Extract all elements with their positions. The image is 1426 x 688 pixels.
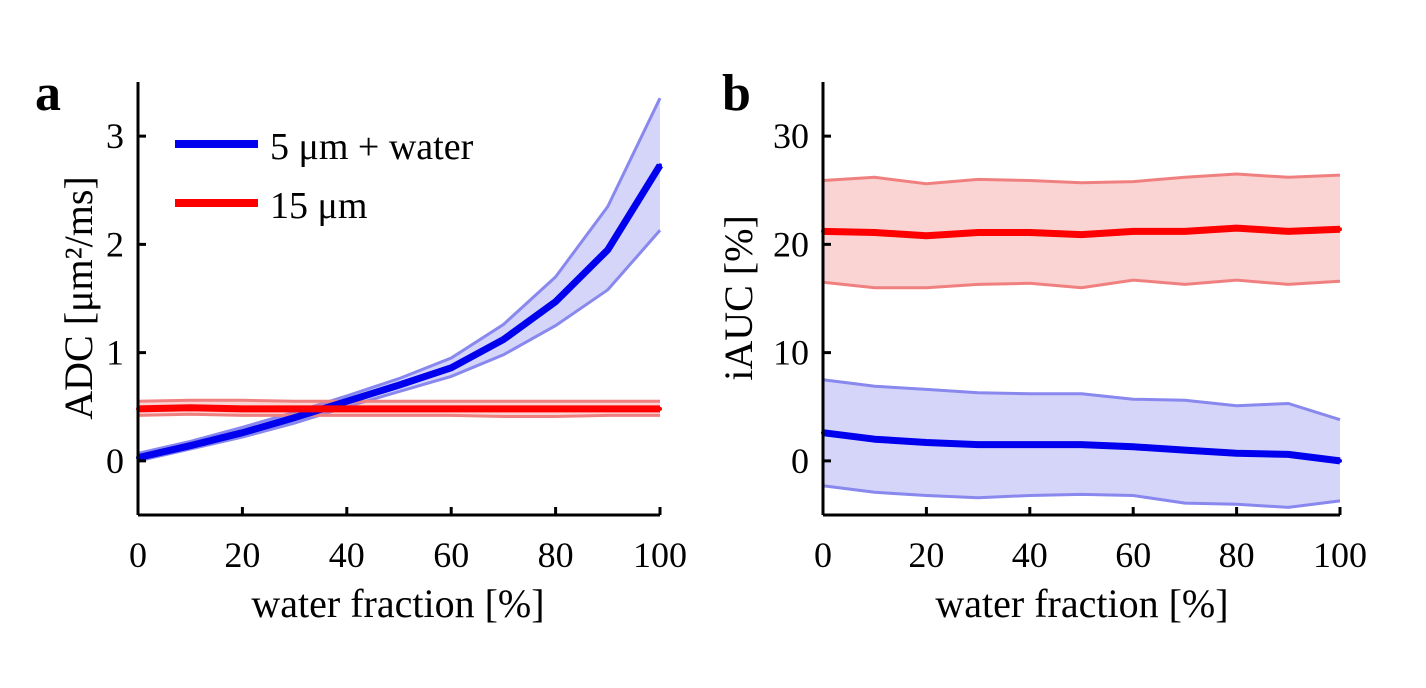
x-tick-label: 80 xyxy=(538,535,574,575)
y-tick-label: 0 xyxy=(106,441,124,481)
panel-a-axes: 0 20 40 60 80 100 0 1 2 3 xyxy=(106,82,687,575)
panel-a-xlabel: water fraction [%] xyxy=(251,581,544,626)
data-point-red-100 xyxy=(658,406,662,411)
legend-label-red: 15 μm xyxy=(270,185,367,227)
data-point-red-20 xyxy=(924,233,929,238)
data-point-red-90 xyxy=(1286,229,1291,234)
data-point-blue-100 xyxy=(658,163,662,168)
x-tick-label: 40 xyxy=(329,535,365,575)
x-tick-label: 60 xyxy=(1115,535,1151,575)
data-point-red-90 xyxy=(605,406,610,411)
x-tick-label: 0 xyxy=(129,535,147,575)
y-tick-label: 3 xyxy=(106,116,124,156)
y-tick-label: 0 xyxy=(791,441,809,481)
x-tick-label: 100 xyxy=(633,535,687,575)
data-point-red-30 xyxy=(976,230,981,235)
panel-b-lines xyxy=(821,224,1342,465)
data-point-red-60 xyxy=(1131,229,1136,234)
band-lower-red xyxy=(822,278,1341,290)
panel-b-label: b xyxy=(722,65,751,122)
data-point-blue-20 xyxy=(240,430,245,435)
data-point-red-70 xyxy=(501,406,506,411)
y-tick-label: 20 xyxy=(773,224,809,264)
data-point-blue-40 xyxy=(344,399,349,404)
data-point-blue-10 xyxy=(872,437,877,442)
data-point-blue-50 xyxy=(1079,442,1084,447)
data-point-blue-30 xyxy=(976,442,981,447)
band-lower-blue xyxy=(137,229,662,463)
data-point-blue-20 xyxy=(924,440,929,445)
data-point-blue-50 xyxy=(397,383,401,388)
y-tick-label: 10 xyxy=(773,333,809,373)
x-tick-label: 20 xyxy=(224,535,260,575)
band-lower-red xyxy=(137,412,660,418)
band-upper-red xyxy=(822,172,1341,186)
data-point-red-40 xyxy=(344,406,349,411)
band-lower-blue xyxy=(822,484,1341,509)
band-red xyxy=(823,174,1340,288)
data-point-red-100 xyxy=(1338,227,1342,232)
data-point-blue-40 xyxy=(1027,442,1032,447)
x-tick-label: 20 xyxy=(908,535,944,575)
data-point-red-50 xyxy=(397,406,401,411)
legend-label-blue: 5 μm + water xyxy=(270,126,474,168)
panel-a: a 0 20 40 60 80 100 0 1 2 3 5 μm + water 15 μm wa… xyxy=(35,65,687,626)
y-tick-label: 2 xyxy=(106,224,124,264)
data-point-red-10 xyxy=(188,405,193,410)
data-point-blue-10 xyxy=(188,443,193,448)
data-point-red-80 xyxy=(1234,226,1239,231)
data-point-blue-80 xyxy=(553,299,558,304)
x-tick-label: 60 xyxy=(433,535,469,575)
band-upper-blue xyxy=(822,378,1341,422)
data-point-blue-100 xyxy=(1338,458,1342,463)
y-tick-label: 30 xyxy=(773,116,809,156)
y-tick-label: 1 xyxy=(106,333,124,373)
x-tick-label: 40 xyxy=(1012,535,1048,575)
data-point-red-40 xyxy=(1027,230,1032,235)
panel-b-ylabel: iAUC [%] xyxy=(716,215,761,381)
data-point-blue-70 xyxy=(501,337,506,342)
panel-a-lines xyxy=(136,163,663,462)
panel-b-axes: 0 20 40 60 80 100 0 10 20 30 xyxy=(773,82,1367,575)
data-point-blue-70 xyxy=(1182,448,1187,453)
data-point-blue-60 xyxy=(449,365,454,370)
panel-b: b 0 20 40 60 80 100 0 10 20 30 water fraction [%]… xyxy=(716,65,1367,626)
panel-a-ylabel: ADC [μm²/ms] xyxy=(56,176,101,419)
panel-b-xlabel: water fraction [%] xyxy=(935,581,1228,626)
data-point-red-10 xyxy=(872,230,877,235)
x-tick-label: 80 xyxy=(1219,535,1255,575)
band-upper-red xyxy=(137,398,660,403)
band-upper-blue xyxy=(137,97,662,455)
data-point-blue-60 xyxy=(1131,444,1136,449)
data-point-red-50 xyxy=(1079,232,1084,237)
data-point-red-80 xyxy=(553,406,558,411)
data-point-red-20 xyxy=(240,406,245,411)
data-point-red-30 xyxy=(292,406,297,411)
panel-a-label: a xyxy=(35,65,61,122)
x-tick-label: 100 xyxy=(1313,535,1367,575)
data-point-red-70 xyxy=(1182,229,1187,234)
panel-a-legend: 5 μm + water 15 μm xyxy=(175,126,474,227)
data-point-blue-90 xyxy=(1286,452,1291,457)
data-point-blue-30 xyxy=(292,415,297,420)
data-point-red-60 xyxy=(449,406,454,411)
data-point-blue-90 xyxy=(605,247,610,252)
panel-b-bands xyxy=(822,172,1341,509)
data-point-blue-80 xyxy=(1234,451,1239,456)
x-tick-label: 0 xyxy=(814,535,832,575)
